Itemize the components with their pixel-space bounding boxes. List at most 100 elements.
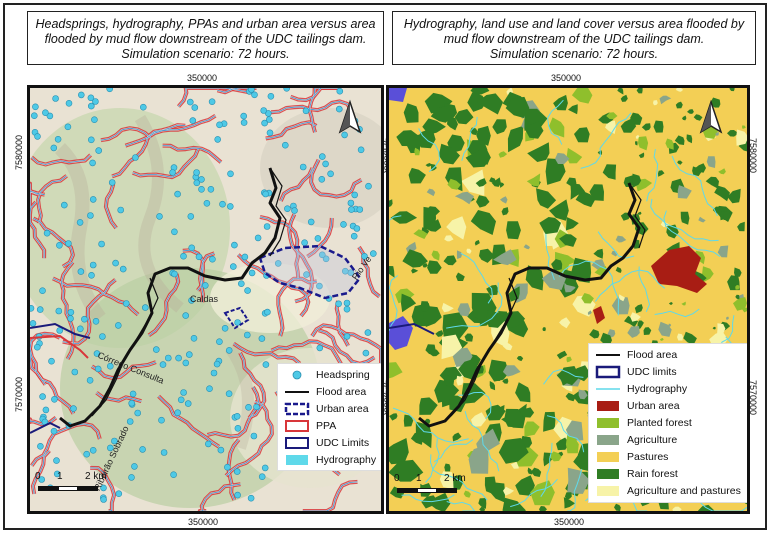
stream-line <box>158 395 220 448</box>
land-cover-patch <box>637 320 644 326</box>
land-cover-patch <box>643 327 652 335</box>
headspring-point <box>254 234 262 242</box>
headspring-point <box>175 354 182 362</box>
land-cover-patch <box>401 293 417 313</box>
headspring-point <box>343 333 351 340</box>
stream-line <box>62 279 116 345</box>
headspring-point <box>190 335 198 342</box>
headspring-point <box>111 437 118 445</box>
headspring-point <box>174 190 181 198</box>
headspring-point <box>65 100 73 107</box>
stream-line <box>233 343 301 364</box>
stream-line <box>30 201 45 259</box>
land-cover-patch <box>589 329 600 339</box>
headspring-point <box>92 318 100 325</box>
headspring-point <box>283 88 290 92</box>
headspring-point <box>89 446 97 454</box>
headspring-point <box>282 141 289 149</box>
land-cover-patch <box>638 136 649 151</box>
headspring-point <box>258 473 266 481</box>
land-cover-patch <box>618 294 625 302</box>
right-scale-zero: 0 <box>394 473 400 484</box>
land-cover-patch <box>425 163 432 167</box>
headspring-point <box>291 207 298 214</box>
stream-line <box>654 308 700 318</box>
headspring-point <box>77 268 85 275</box>
stream-line <box>460 252 493 304</box>
scale-seg-2 <box>58 486 78 491</box>
headspring-point <box>76 325 84 333</box>
rain-fill-symbol-icon <box>595 467 621 481</box>
stream-line <box>265 121 317 139</box>
stream-line <box>271 100 352 113</box>
land-cover-patch <box>606 112 618 120</box>
headspring-point <box>251 91 258 99</box>
land-cover-patch <box>452 432 462 442</box>
headspring-point <box>231 241 238 249</box>
headspring-point <box>123 300 130 307</box>
stream-line <box>567 468 583 511</box>
legend-label: Flood area <box>627 349 678 361</box>
land-cover-patch <box>443 255 457 266</box>
stream-line <box>336 300 349 346</box>
land-cover-patch <box>692 166 703 177</box>
place-label-caldas: Caldas <box>190 294 219 304</box>
right-title-box: Hydrography, land use and land cover ver… <box>392 11 756 65</box>
headspring-point <box>131 463 138 470</box>
headspring-point <box>160 449 168 456</box>
land-cover-patch <box>526 173 541 187</box>
land-cover-patch <box>565 435 579 454</box>
headspring-point <box>191 104 199 111</box>
stream-line <box>225 401 273 477</box>
land-cover-patch <box>502 365 521 377</box>
agri-fill-symbol-icon <box>595 433 621 447</box>
land-cover-patch <box>682 115 687 121</box>
right-scale-bar <box>397 488 457 496</box>
headspring-point <box>219 200 226 208</box>
land-cover-patch <box>611 296 630 315</box>
land-cover-patch <box>441 302 454 313</box>
land-cover-patch <box>563 497 576 509</box>
headspring-point <box>195 253 203 261</box>
headspring-point <box>132 154 139 161</box>
headspring-point <box>238 280 245 287</box>
headspring-point <box>267 93 275 100</box>
headspring-point <box>99 333 106 340</box>
land-cover-patch <box>478 498 487 509</box>
headspring-point <box>60 201 68 209</box>
stream-line <box>594 269 666 302</box>
headspring-point <box>159 361 167 368</box>
land-cover-patch <box>503 486 515 496</box>
land-cover-patch <box>523 244 530 250</box>
land-cover-patch <box>414 147 420 156</box>
stream-line <box>418 128 441 173</box>
land-cover-patch <box>516 356 524 362</box>
headspring-point <box>230 263 237 270</box>
land-cover-patch <box>715 131 719 136</box>
land-cover-patch <box>543 452 552 467</box>
headspring-point <box>50 144 58 152</box>
headspring-point <box>318 251 326 259</box>
land-cover-patch <box>439 471 454 490</box>
urban-dashed-symbol-icon <box>284 402 310 416</box>
headspring-point <box>37 442 44 450</box>
land-cover-patch <box>403 414 414 427</box>
headspring-point <box>244 287 251 294</box>
headspring-point <box>100 496 107 503</box>
legend-label: Flood area <box>316 386 367 398</box>
stream-line <box>132 148 199 178</box>
headspring-point <box>340 221 347 228</box>
land-cover-patch <box>390 211 418 224</box>
land-cover-patch <box>420 301 430 312</box>
land-cover-patch <box>389 438 409 465</box>
stream-line <box>162 145 222 163</box>
land-cover-patch <box>402 249 428 268</box>
headspring-point <box>234 424 242 432</box>
stream-line <box>30 348 74 414</box>
headspring-point <box>180 389 187 396</box>
headspring-point <box>225 347 233 354</box>
land-cover-patch <box>615 235 627 243</box>
land-cover-patch <box>578 389 588 400</box>
left-scale-bar <box>38 486 98 494</box>
headspring-point <box>348 206 355 213</box>
